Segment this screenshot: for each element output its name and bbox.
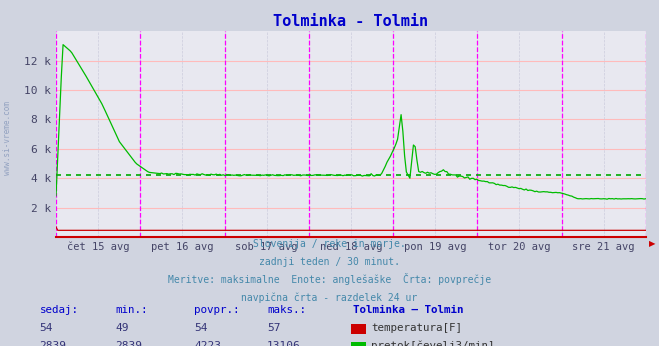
Title: Tolminka - Tolmin: Tolminka - Tolmin	[273, 13, 428, 29]
Text: 57: 57	[267, 323, 280, 333]
Text: 2839: 2839	[115, 341, 142, 346]
Text: 2839: 2839	[40, 341, 67, 346]
Text: 4223: 4223	[194, 341, 221, 346]
Text: Slovenija / reke in morje.: Slovenija / reke in morje.	[253, 239, 406, 249]
Text: Meritve: maksimalne  Enote: anglešaške  Črta: povprečje: Meritve: maksimalne Enote: anglešaške Čr…	[168, 273, 491, 285]
Text: 54: 54	[194, 323, 208, 333]
Text: 13106: 13106	[267, 341, 301, 346]
Text: min.:: min.:	[115, 305, 148, 315]
Text: navpična črta - razdelek 24 ur: navpična črta - razdelek 24 ur	[241, 293, 418, 303]
Text: maks.:: maks.:	[267, 305, 306, 315]
Text: temperatura[F]: temperatura[F]	[371, 323, 462, 333]
Text: pretok[čevelj3/min]: pretok[čevelj3/min]	[371, 340, 494, 346]
Text: povpr.:: povpr.:	[194, 305, 240, 315]
Text: 49: 49	[115, 323, 129, 333]
Text: 54: 54	[40, 323, 53, 333]
Text: www.si-vreme.com: www.si-vreme.com	[3, 101, 13, 175]
Text: zadnji teden / 30 minut.: zadnji teden / 30 minut.	[259, 257, 400, 267]
Text: ▶: ▶	[648, 239, 655, 248]
Text: sedaj:: sedaj:	[40, 305, 78, 315]
Text: Tolminka – Tolmin: Tolminka – Tolmin	[353, 305, 463, 315]
